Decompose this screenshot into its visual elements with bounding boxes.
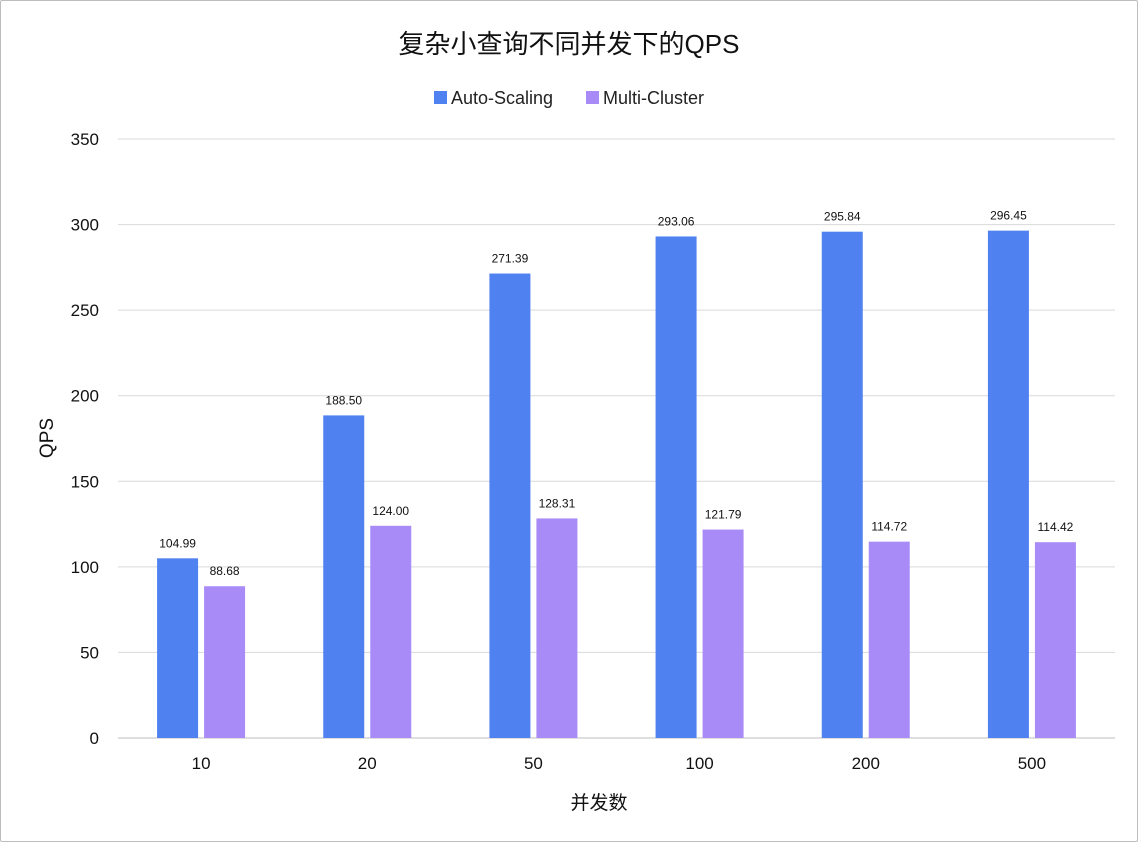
data-label-auto-scaling-10: 104.99: [159, 536, 196, 550]
legend-swatch-multi-cluster: [586, 91, 599, 104]
x-tick-label-200: 200: [852, 754, 880, 773]
y-axis-title: QPS: [37, 418, 58, 458]
y-tick-label-50: 50: [80, 643, 99, 662]
bar-multi-cluster-500: [1034, 542, 1076, 738]
x-axis-ticks: 10 20 50 100 200 500: [192, 754, 1046, 773]
bar-auto-scaling-20: [323, 415, 365, 738]
data-label-auto-scaling-100: 293.06: [658, 214, 695, 228]
bar-auto-scaling-100: [655, 236, 697, 739]
data-label-multi-cluster-200: 114.72: [871, 520, 907, 534]
y-tick-label-100: 100: [71, 558, 99, 577]
legend-swatch-auto-scaling: [434, 91, 447, 104]
data-label-multi-cluster-50: 128.31: [539, 496, 576, 510]
data-label-multi-cluster-100: 121.79: [705, 508, 742, 522]
y-axis-ticks: 0 50 100 150 200 250 300 350: [71, 130, 99, 748]
bar-multi-cluster-20: [370, 525, 412, 738]
x-tick-label-10: 10: [192, 754, 211, 773]
y-tick-label-300: 300: [71, 216, 99, 235]
data-labels: 104.99 88.68 188.50 124.00 271.39 128.31 293.0…: [159, 209, 1073, 579]
legend: Auto-Scaling Multi-Cluster: [434, 88, 704, 108]
bar-auto-scaling-500: [987, 230, 1029, 738]
y-tick-label-350: 350: [71, 130, 99, 149]
bar-multi-cluster-10: [204, 586, 246, 738]
x-tick-label-50: 50: [524, 754, 543, 773]
x-tick-label-100: 100: [685, 754, 713, 773]
x-axis-title: 并发数: [570, 792, 627, 814]
gridlines: [118, 138, 1115, 739]
data-label-multi-cluster-500: 114.42: [1038, 520, 1074, 534]
y-tick-label-250: 250: [71, 301, 99, 320]
data-label-auto-scaling-200: 295.84: [824, 210, 861, 224]
bar-multi-cluster-100: [702, 529, 744, 738]
chart-title: 复杂小查询不同并发下的QPS: [399, 29, 740, 59]
bar-multi-cluster-50: [536, 518, 578, 738]
bars: [157, 230, 1076, 739]
legend-label-multi-cluster: Multi-Cluster: [603, 88, 704, 108]
data-label-auto-scaling-500: 296.45: [990, 209, 1027, 223]
data-label-auto-scaling-20: 188.50: [325, 393, 362, 407]
y-tick-label-200: 200: [71, 387, 99, 406]
y-tick-label-150: 150: [71, 472, 99, 491]
data-label-multi-cluster-10: 88.68: [210, 564, 240, 578]
bar-multi-cluster-200: [868, 541, 910, 738]
bar-auto-scaling-10: [157, 558, 199, 738]
data-label-auto-scaling-50: 271.39: [492, 252, 529, 266]
y-tick-label-0: 0: [90, 729, 99, 748]
bar-auto-scaling-50: [489, 273, 531, 738]
bar-auto-scaling-200: [821, 231, 863, 738]
x-tick-label-20: 20: [358, 754, 377, 773]
legend-label-auto-scaling: Auto-Scaling: [451, 88, 553, 108]
data-label-multi-cluster-20: 124.00: [372, 504, 409, 518]
x-tick-label-500: 500: [1018, 754, 1046, 773]
